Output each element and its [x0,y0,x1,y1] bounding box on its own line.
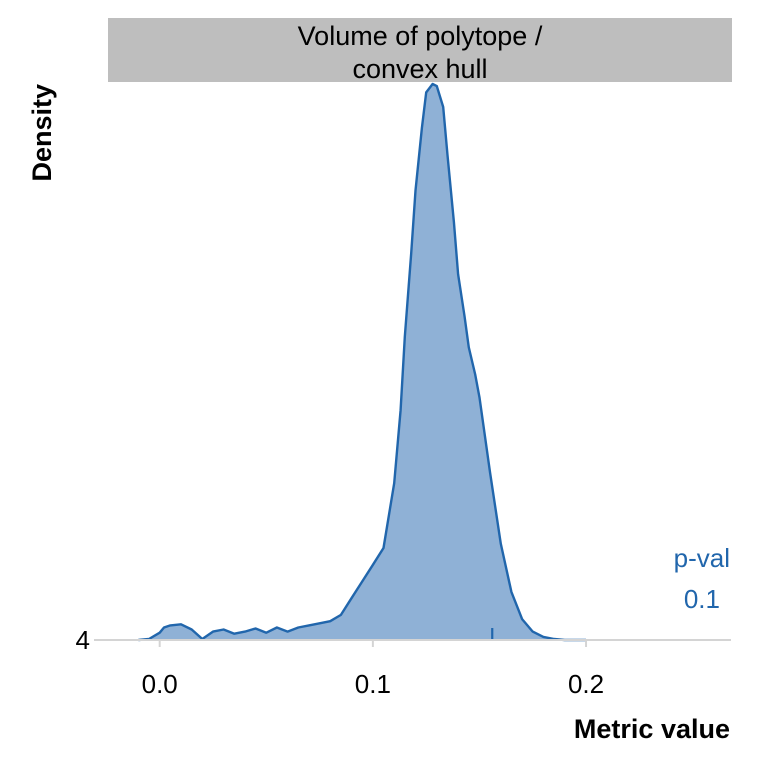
y-tick-label: 4 [76,625,90,655]
x-axis: 0.0 0.1 0.2 [100,639,731,699]
density-area-0 [138,84,586,640]
density-line-0 [138,82,586,642]
facet-title-line-1: Volume of polytope / [298,21,543,51]
facet-strip [108,18,732,82]
facet-title-line-2: convex hull [352,54,487,84]
x-tick-label: 0.2 [568,669,604,699]
p-value-number: 0.1 [684,584,720,614]
x-axis-title: Metric value [574,714,730,744]
x-tick-label: 0.1 [355,669,391,699]
x-tick-label: 0.0 [142,669,178,699]
p-value-label: p-val [674,543,730,573]
y-axis: 4 [76,625,100,655]
y-axis-title: Density [27,84,57,182]
density-layer [138,82,586,642]
